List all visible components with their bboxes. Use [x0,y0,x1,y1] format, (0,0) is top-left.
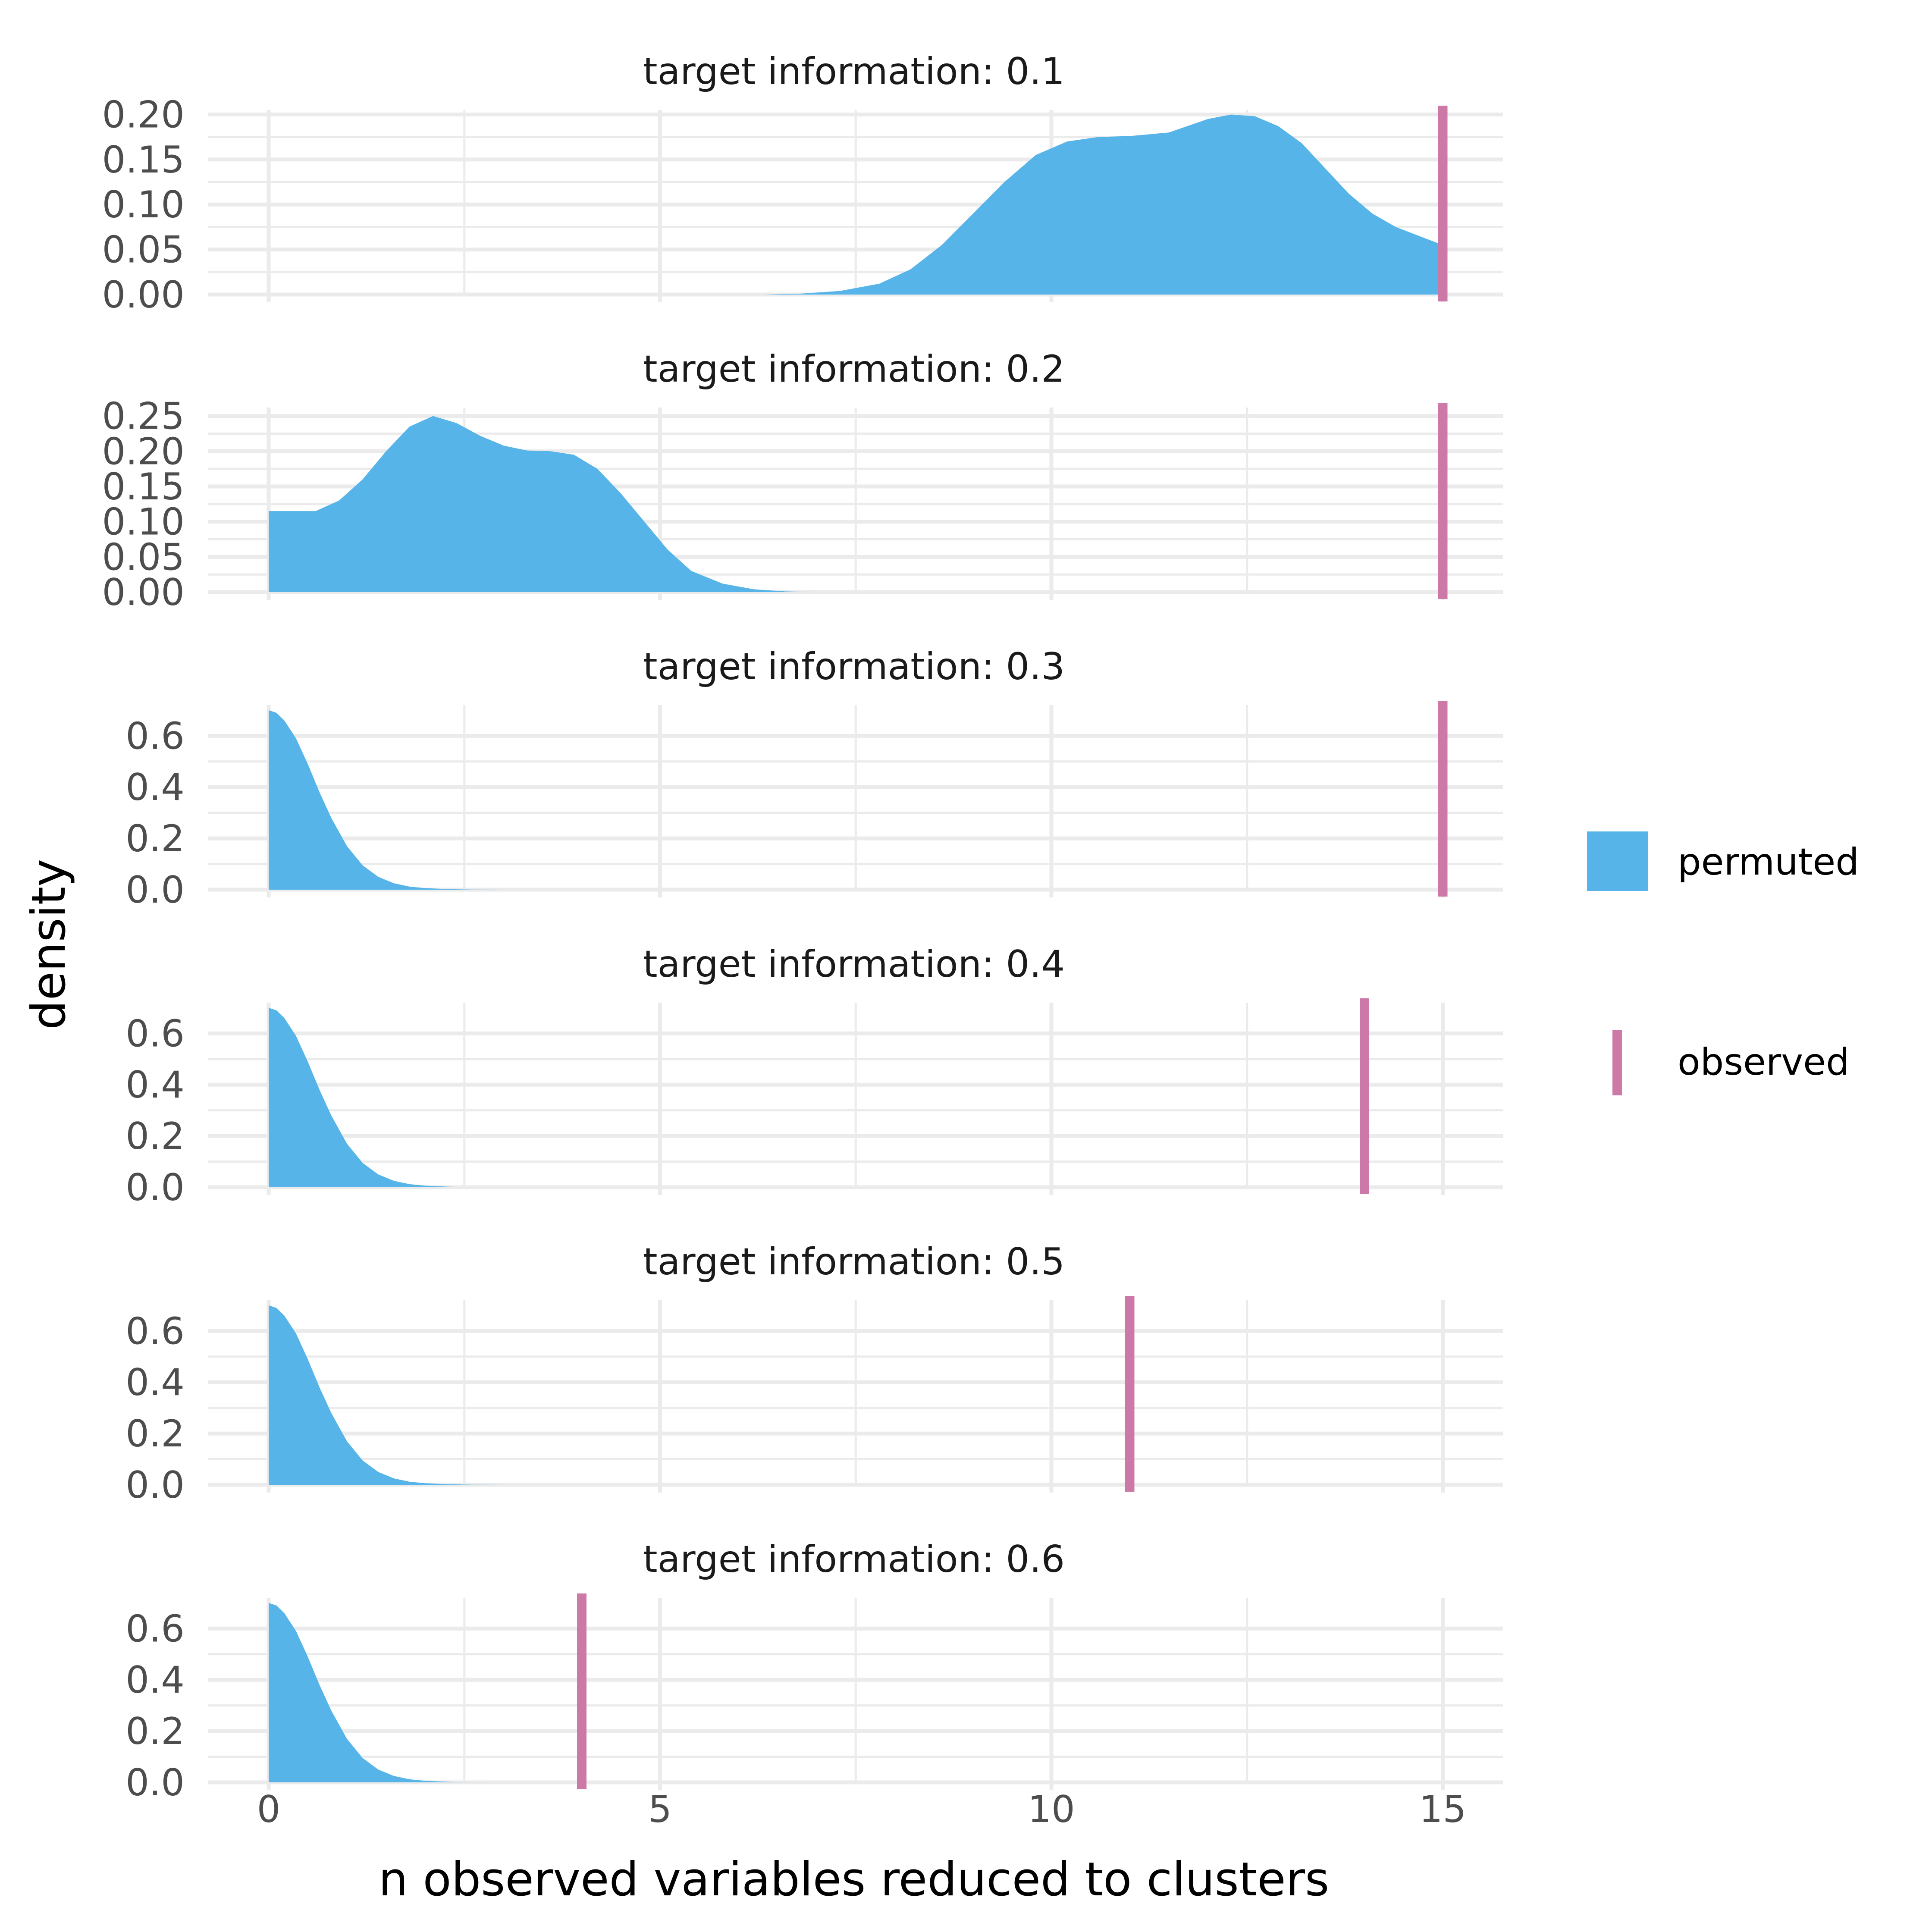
permuted-density-area [269,416,817,592]
permuted-density-area [269,710,504,890]
y-tick-label: 0.6 [125,1012,185,1055]
facet-panel-5: target information: 0.5 0.0 0.2 0.4 0.6 [125,1240,1503,1507]
legend-key-permuted [1587,831,1648,891]
facet-title: target information: 0.6 [643,1538,1065,1581]
y-tick-label: 0.20 [102,93,185,136]
legend: permuted observed [1587,831,1859,1095]
y-tick-label: 0.25 [102,395,185,438]
y-axis-title: density [22,859,76,1030]
y-tick-label: 0.05 [102,229,185,272]
y-tick-label: 0.05 [102,536,185,579]
x-axis-title: n observed variables reduced to clusters [379,1853,1330,1907]
x-tick-label: 15 [1419,1788,1466,1831]
facet-panel-1: target information: 0.1 0.000.050.100.150… [102,50,1503,317]
x-tick-label: 5 [648,1788,672,1831]
x-tick-label: 0 [257,1788,281,1831]
y-tick-label: 0.4 [125,1063,185,1107]
y-tick-label: 0.00 [102,571,185,614]
facet-panels: target information: 0.10.000.050.100.150… [102,50,1503,1804]
facet-title: target information: 0.1 [643,50,1065,93]
y-tick-label: 0.4 [125,766,185,809]
y-tick-label: 0.10 [102,183,185,226]
permuted-density-area [269,1603,504,1782]
y-tick-label: 0.20 [102,430,185,473]
y-tick-label: 0.6 [125,715,185,758]
facet-title: target information: 0.2 [643,348,1065,391]
y-tick-label: 0.2 [125,1710,185,1753]
y-tick-label: 0.2 [125,817,185,860]
y-tick-label: 0.6 [125,1310,185,1353]
permuted-density-area [269,1305,504,1485]
y-tick-label: 0.0 [125,1464,185,1507]
y-tick-label: 0.15 [102,465,185,508]
y-tick-label: 0.2 [125,1115,185,1158]
y-tick-label: 0.10 [102,501,185,544]
facet-panel-2: target information: 0.20.000.050.100.150… [102,348,1503,614]
y-tick-label: 0.00 [102,273,185,317]
y-tick-label: 0.4 [125,1361,185,1404]
y-tick-label: 0.0 [125,1166,185,1209]
y-tick-label: 0.2 [125,1412,185,1455]
y-tick-label: 0.4 [125,1659,185,1702]
facet-panel-3: target information: 0.3 0.0 0.2 0.4 0.6 [125,645,1503,912]
facet-title: target information: 0.3 [643,645,1065,688]
x-tick-label: 10 [1028,1788,1075,1831]
facet-panel-6: target information: 0.6 0.0 0.2 0.4 0.6 [125,1538,1503,1804]
facet-panel-4: target information: 0.4 0.0 0.2 0.4 0.6 [125,943,1503,1209]
legend-label-observed: observed [1678,1041,1850,1084]
facet-title: target information: 0.5 [643,1240,1065,1283]
permuted-density-area [762,114,1443,295]
y-tick-label: 0.0 [125,869,185,912]
facet-title: target information: 0.4 [643,943,1065,986]
y-tick-label: 0.15 [102,138,185,182]
x-axis: 0 5 10 15 [257,1788,1467,1831]
y-tick-label: 0.0 [125,1761,185,1804]
permuted-density-area [269,1007,504,1187]
y-tick-label: 0.6 [125,1607,185,1650]
legend-label-permuted: permuted [1678,841,1859,884]
